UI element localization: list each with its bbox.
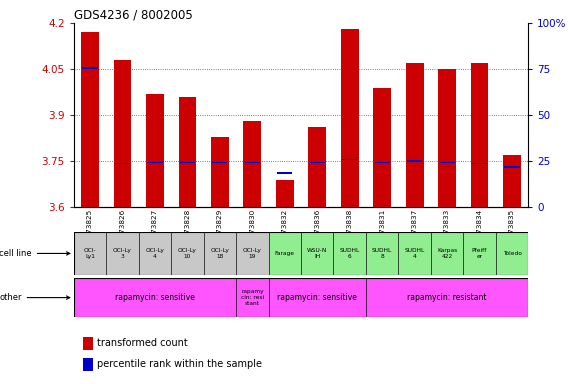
FancyBboxPatch shape [301,232,333,275]
Bar [115,163,130,164]
FancyBboxPatch shape [496,232,528,275]
FancyBboxPatch shape [333,232,366,275]
FancyBboxPatch shape [236,232,269,275]
Text: SUDHL
6: SUDHL 6 [340,248,360,259]
Text: transformed count: transformed count [98,338,188,348]
Bar [504,166,520,167]
Text: GDS4236 / 8002005: GDS4236 / 8002005 [74,9,193,22]
Text: cell line: cell line [0,249,70,258]
Bar [375,162,390,163]
Bar [212,162,228,163]
Text: OCI-
Ly1: OCI- Ly1 [83,248,97,259]
Bar [472,163,487,164]
Text: percentile rank within the sample: percentile rank within the sample [98,359,262,369]
FancyBboxPatch shape [269,232,301,275]
Bar [438,69,456,207]
FancyBboxPatch shape [74,278,236,317]
Text: OCI-Ly
18: OCI-Ly 18 [211,248,229,259]
Bar [276,180,294,207]
Bar [148,162,162,163]
Bar [244,121,261,207]
Bar [310,162,325,163]
Text: rapamy
cin: resi
stant: rapamy cin: resi stant [241,289,264,306]
Text: Karpas
422: Karpas 422 [437,248,457,259]
Text: rapamycin: sensitive: rapamycin: sensitive [115,293,195,302]
FancyBboxPatch shape [204,232,236,275]
Bar [114,60,131,207]
FancyBboxPatch shape [139,232,171,275]
Bar [83,337,93,349]
FancyBboxPatch shape [171,232,204,275]
FancyBboxPatch shape [366,232,398,275]
Text: OCI-Ly
3: OCI-Ly 3 [113,248,132,259]
Bar [277,172,293,174]
Bar [503,155,521,207]
Bar [81,32,99,207]
Bar [440,162,454,163]
Text: SUDHL
4: SUDHL 4 [404,248,425,259]
FancyBboxPatch shape [366,278,528,317]
Text: Toledo: Toledo [503,251,521,256]
Text: SUDHL
8: SUDHL 8 [372,248,392,259]
Bar [341,29,358,207]
Bar [342,159,357,161]
Bar [82,67,98,69]
Bar [245,162,260,163]
Text: WSU-N
IH: WSU-N IH [307,248,328,259]
Bar [407,160,422,162]
Text: OCI-Ly
19: OCI-Ly 19 [243,248,262,259]
FancyBboxPatch shape [74,232,106,275]
Bar [308,127,326,207]
FancyBboxPatch shape [463,232,496,275]
Bar [178,97,197,207]
Text: OCI-Ly
4: OCI-Ly 4 [145,248,164,259]
FancyBboxPatch shape [269,278,366,317]
Text: other: other [0,293,70,302]
Bar [373,88,391,207]
FancyBboxPatch shape [431,232,463,275]
Bar [180,162,195,163]
Bar [211,137,229,207]
Text: rapamycin: resistant: rapamycin: resistant [407,293,487,302]
FancyBboxPatch shape [236,278,269,317]
Bar [471,63,488,207]
FancyBboxPatch shape [398,232,431,275]
Text: Farage: Farage [275,251,295,256]
Text: rapamycin: sensitive: rapamycin: sensitive [277,293,357,302]
Text: OCI-Ly
10: OCI-Ly 10 [178,248,197,259]
Bar [146,94,164,207]
FancyBboxPatch shape [106,232,139,275]
Text: Pfeiff
er: Pfeiff er [472,248,487,259]
Bar [406,63,424,207]
Bar [83,358,93,371]
